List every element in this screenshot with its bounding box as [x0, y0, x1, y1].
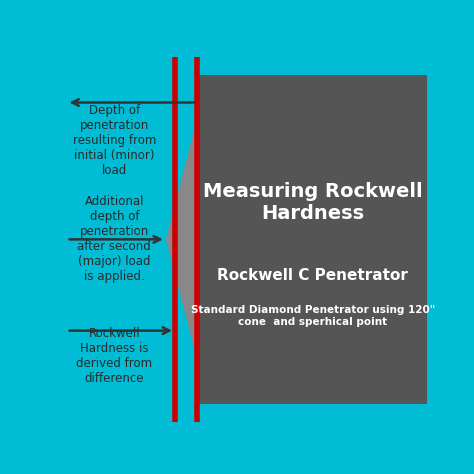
Text: Measuring Rockwell
Hardness: Measuring Rockwell Hardness [203, 182, 422, 223]
Text: Rockwell C Penetrator: Rockwell C Penetrator [217, 268, 408, 283]
Polygon shape [197, 75, 434, 404]
Text: Standard Diamond Penetrator using 120"
cone  and sperhical point: Standard Diamond Penetrator using 120" c… [191, 305, 435, 327]
Polygon shape [166, 119, 434, 360]
Text: Rockwell
Hardness is
derived from
difference: Rockwell Hardness is derived from differ… [76, 327, 153, 385]
Text: Additional
depth of
penetration
after second
(major) load
is applied.: Additional depth of penetration after se… [77, 195, 151, 283]
Text: Depth of
penetration
resulting from
initial (minor)
load: Depth of penetration resulting from init… [73, 104, 156, 177]
